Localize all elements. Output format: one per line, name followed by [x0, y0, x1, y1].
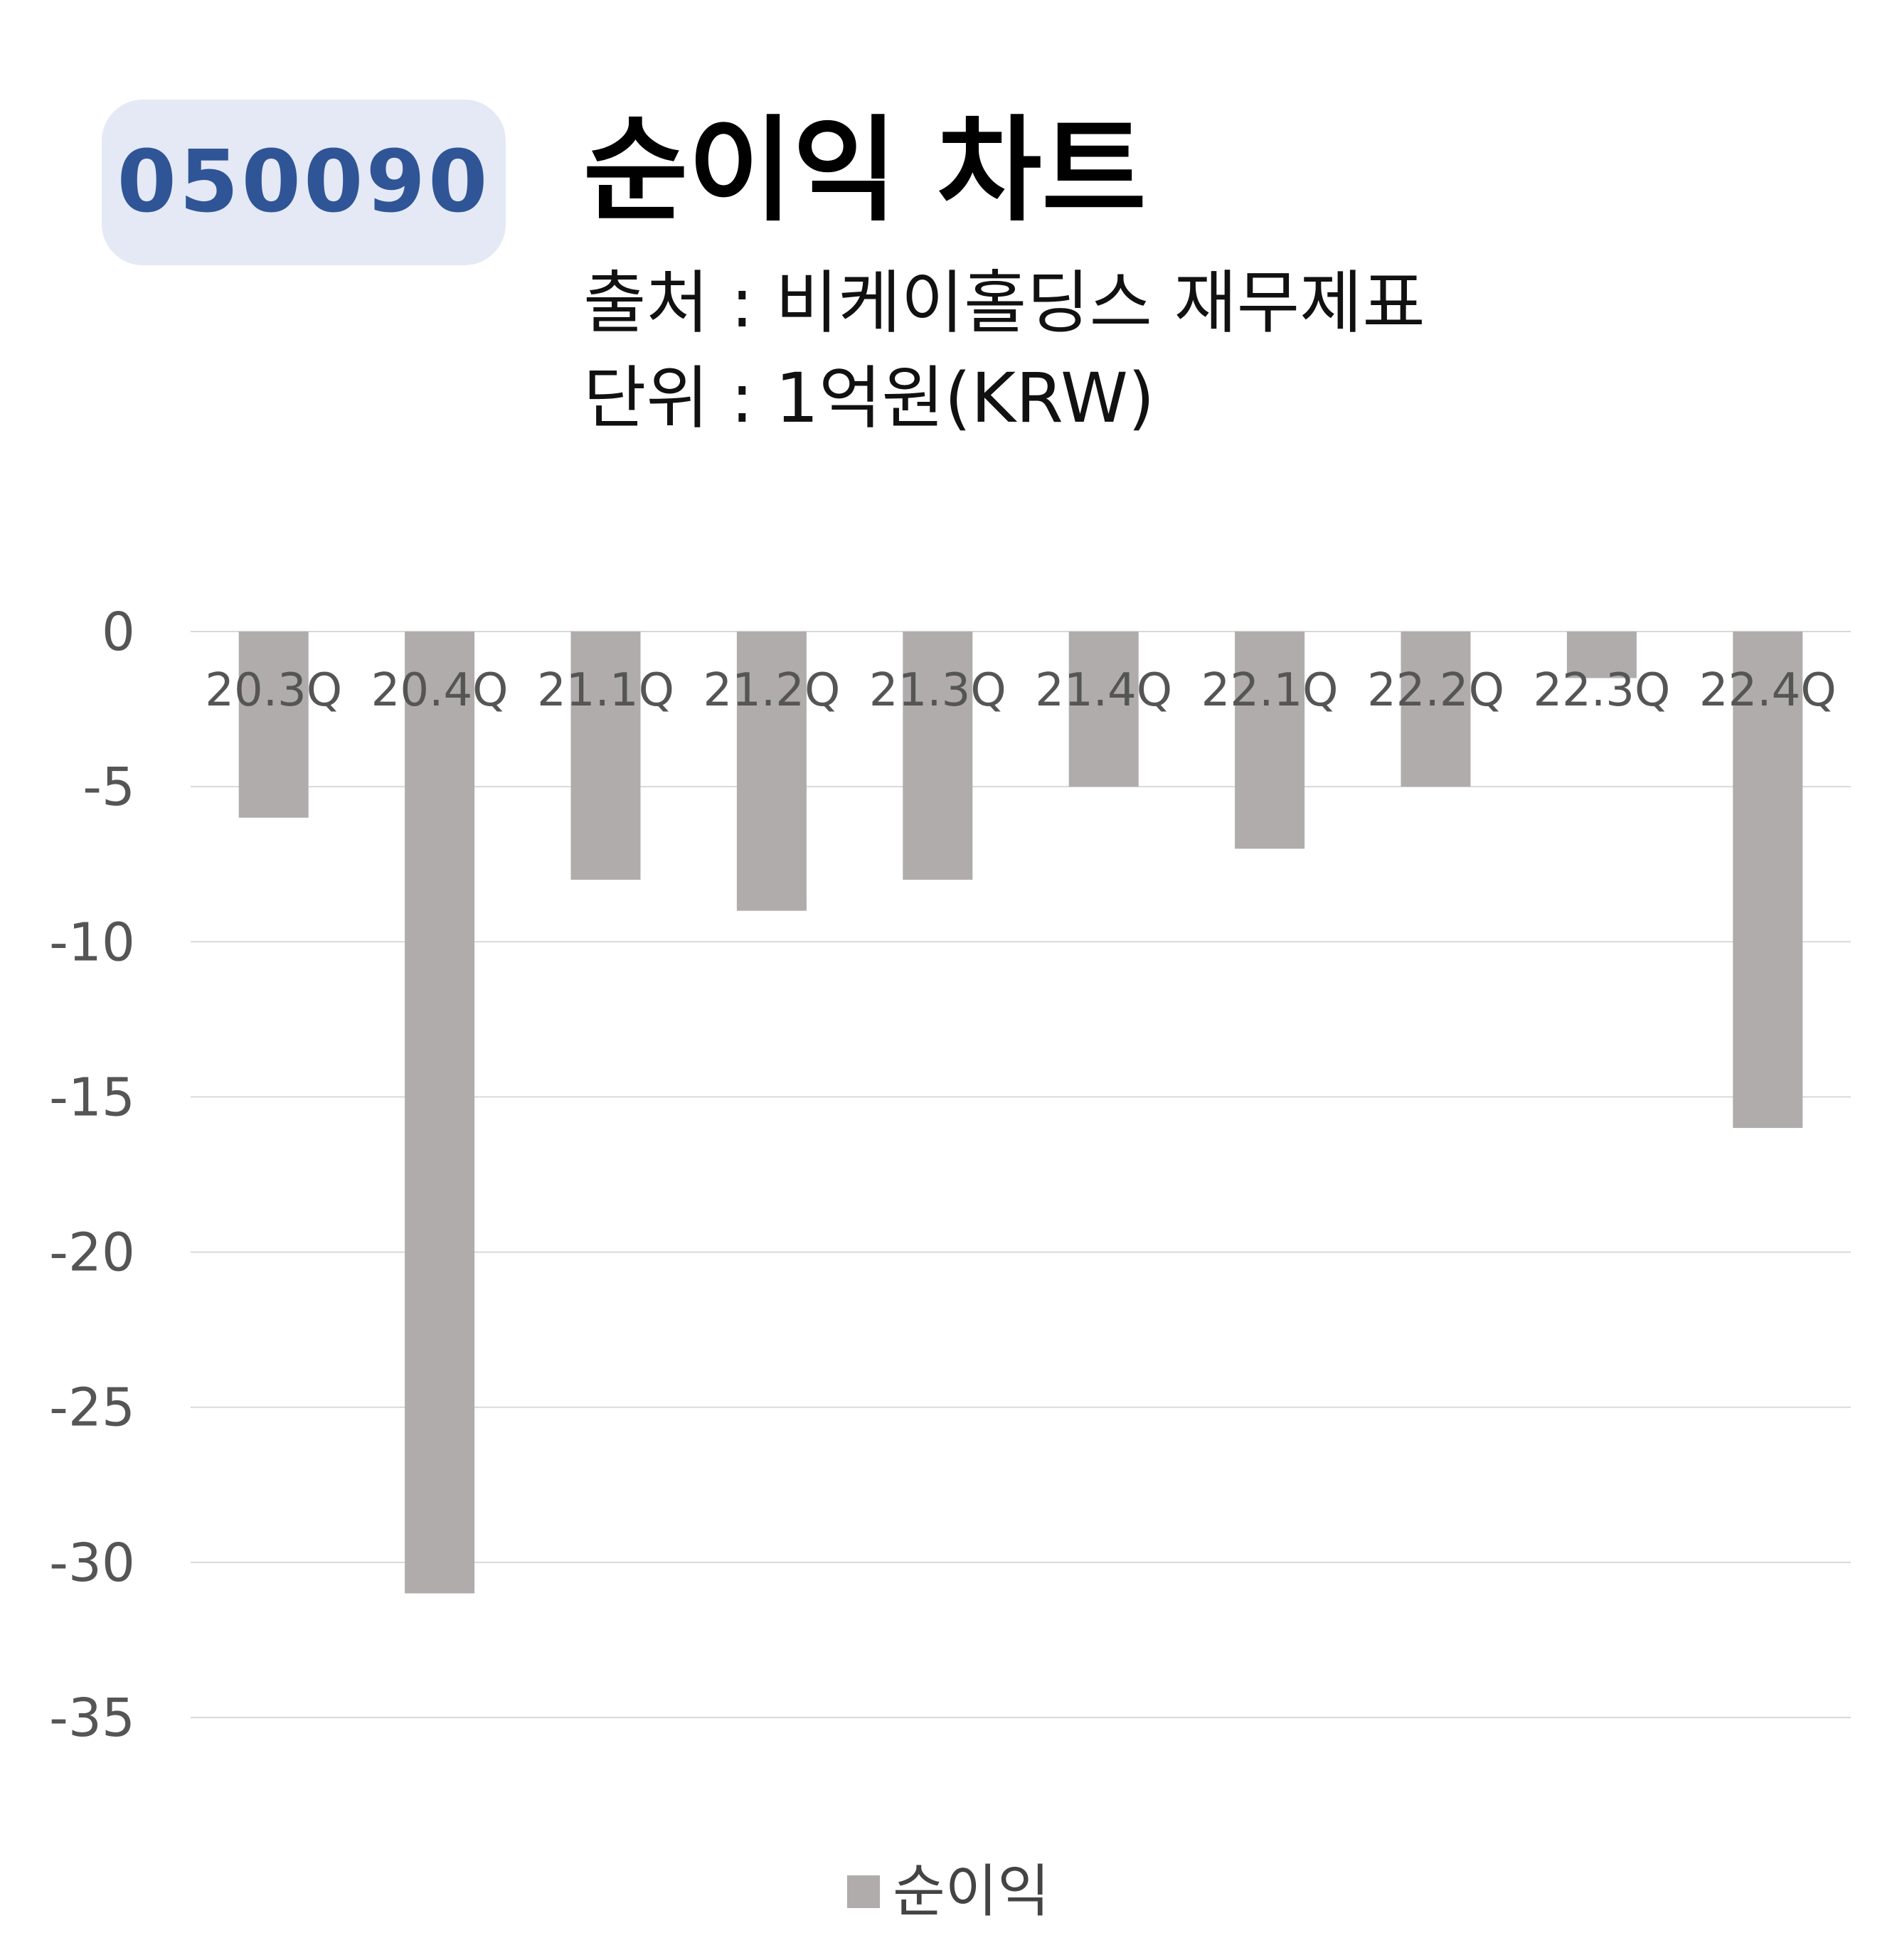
legend: 순이익: [0, 1863, 1897, 1920]
bar: [1401, 632, 1471, 787]
bar: [1733, 632, 1803, 1129]
y-tick-label: -10: [49, 912, 135, 973]
x-tick-label: 22.4Q: [1699, 664, 1837, 717]
bar: [1235, 632, 1305, 849]
x-tick-label: 20.3Q: [205, 664, 342, 717]
source-text: 출처 : 비케이홀딩스 재무제표: [583, 263, 1425, 343]
x-tick-label: 20.4Q: [371, 664, 509, 717]
chart-title: 순이익 차트: [583, 104, 1147, 237]
y-tick-label: -30: [49, 1533, 135, 1594]
x-tick-label: 21.2Q: [703, 664, 840, 717]
bar: [1068, 632, 1139, 787]
x-tick-label: 21.1Q: [537, 664, 674, 717]
y-tick-label: -5: [83, 757, 135, 818]
y-tick-label: -35: [49, 1688, 135, 1749]
x-tick-label: 22.1Q: [1201, 664, 1339, 717]
bar: [1566, 632, 1637, 678]
x-tick-label: 21.4Q: [1035, 664, 1172, 717]
legend-swatch: [847, 1875, 881, 1908]
legend-label: 순이익: [893, 1858, 1050, 1924]
x-tick-label: 21.3Q: [869, 664, 1006, 717]
y-tick-label: -20: [49, 1223, 135, 1284]
y-tick-label: -25: [49, 1378, 135, 1439]
stock-code: 050090: [117, 133, 491, 232]
stock-code-badge: 050090: [102, 100, 506, 265]
bar: [903, 632, 973, 880]
x-tick-label: 22.3Q: [1533, 664, 1670, 717]
bar: [736, 632, 807, 911]
bar: [405, 632, 475, 1594]
bar: [570, 632, 641, 880]
x-tick-label: 22.2Q: [1367, 664, 1504, 717]
unit-text: 단위 : 1억원(KRW): [583, 358, 1155, 438]
bar: [238, 632, 309, 818]
y-tick-label: -15: [49, 1067, 135, 1128]
y-tick-label: 0: [102, 602, 135, 663]
